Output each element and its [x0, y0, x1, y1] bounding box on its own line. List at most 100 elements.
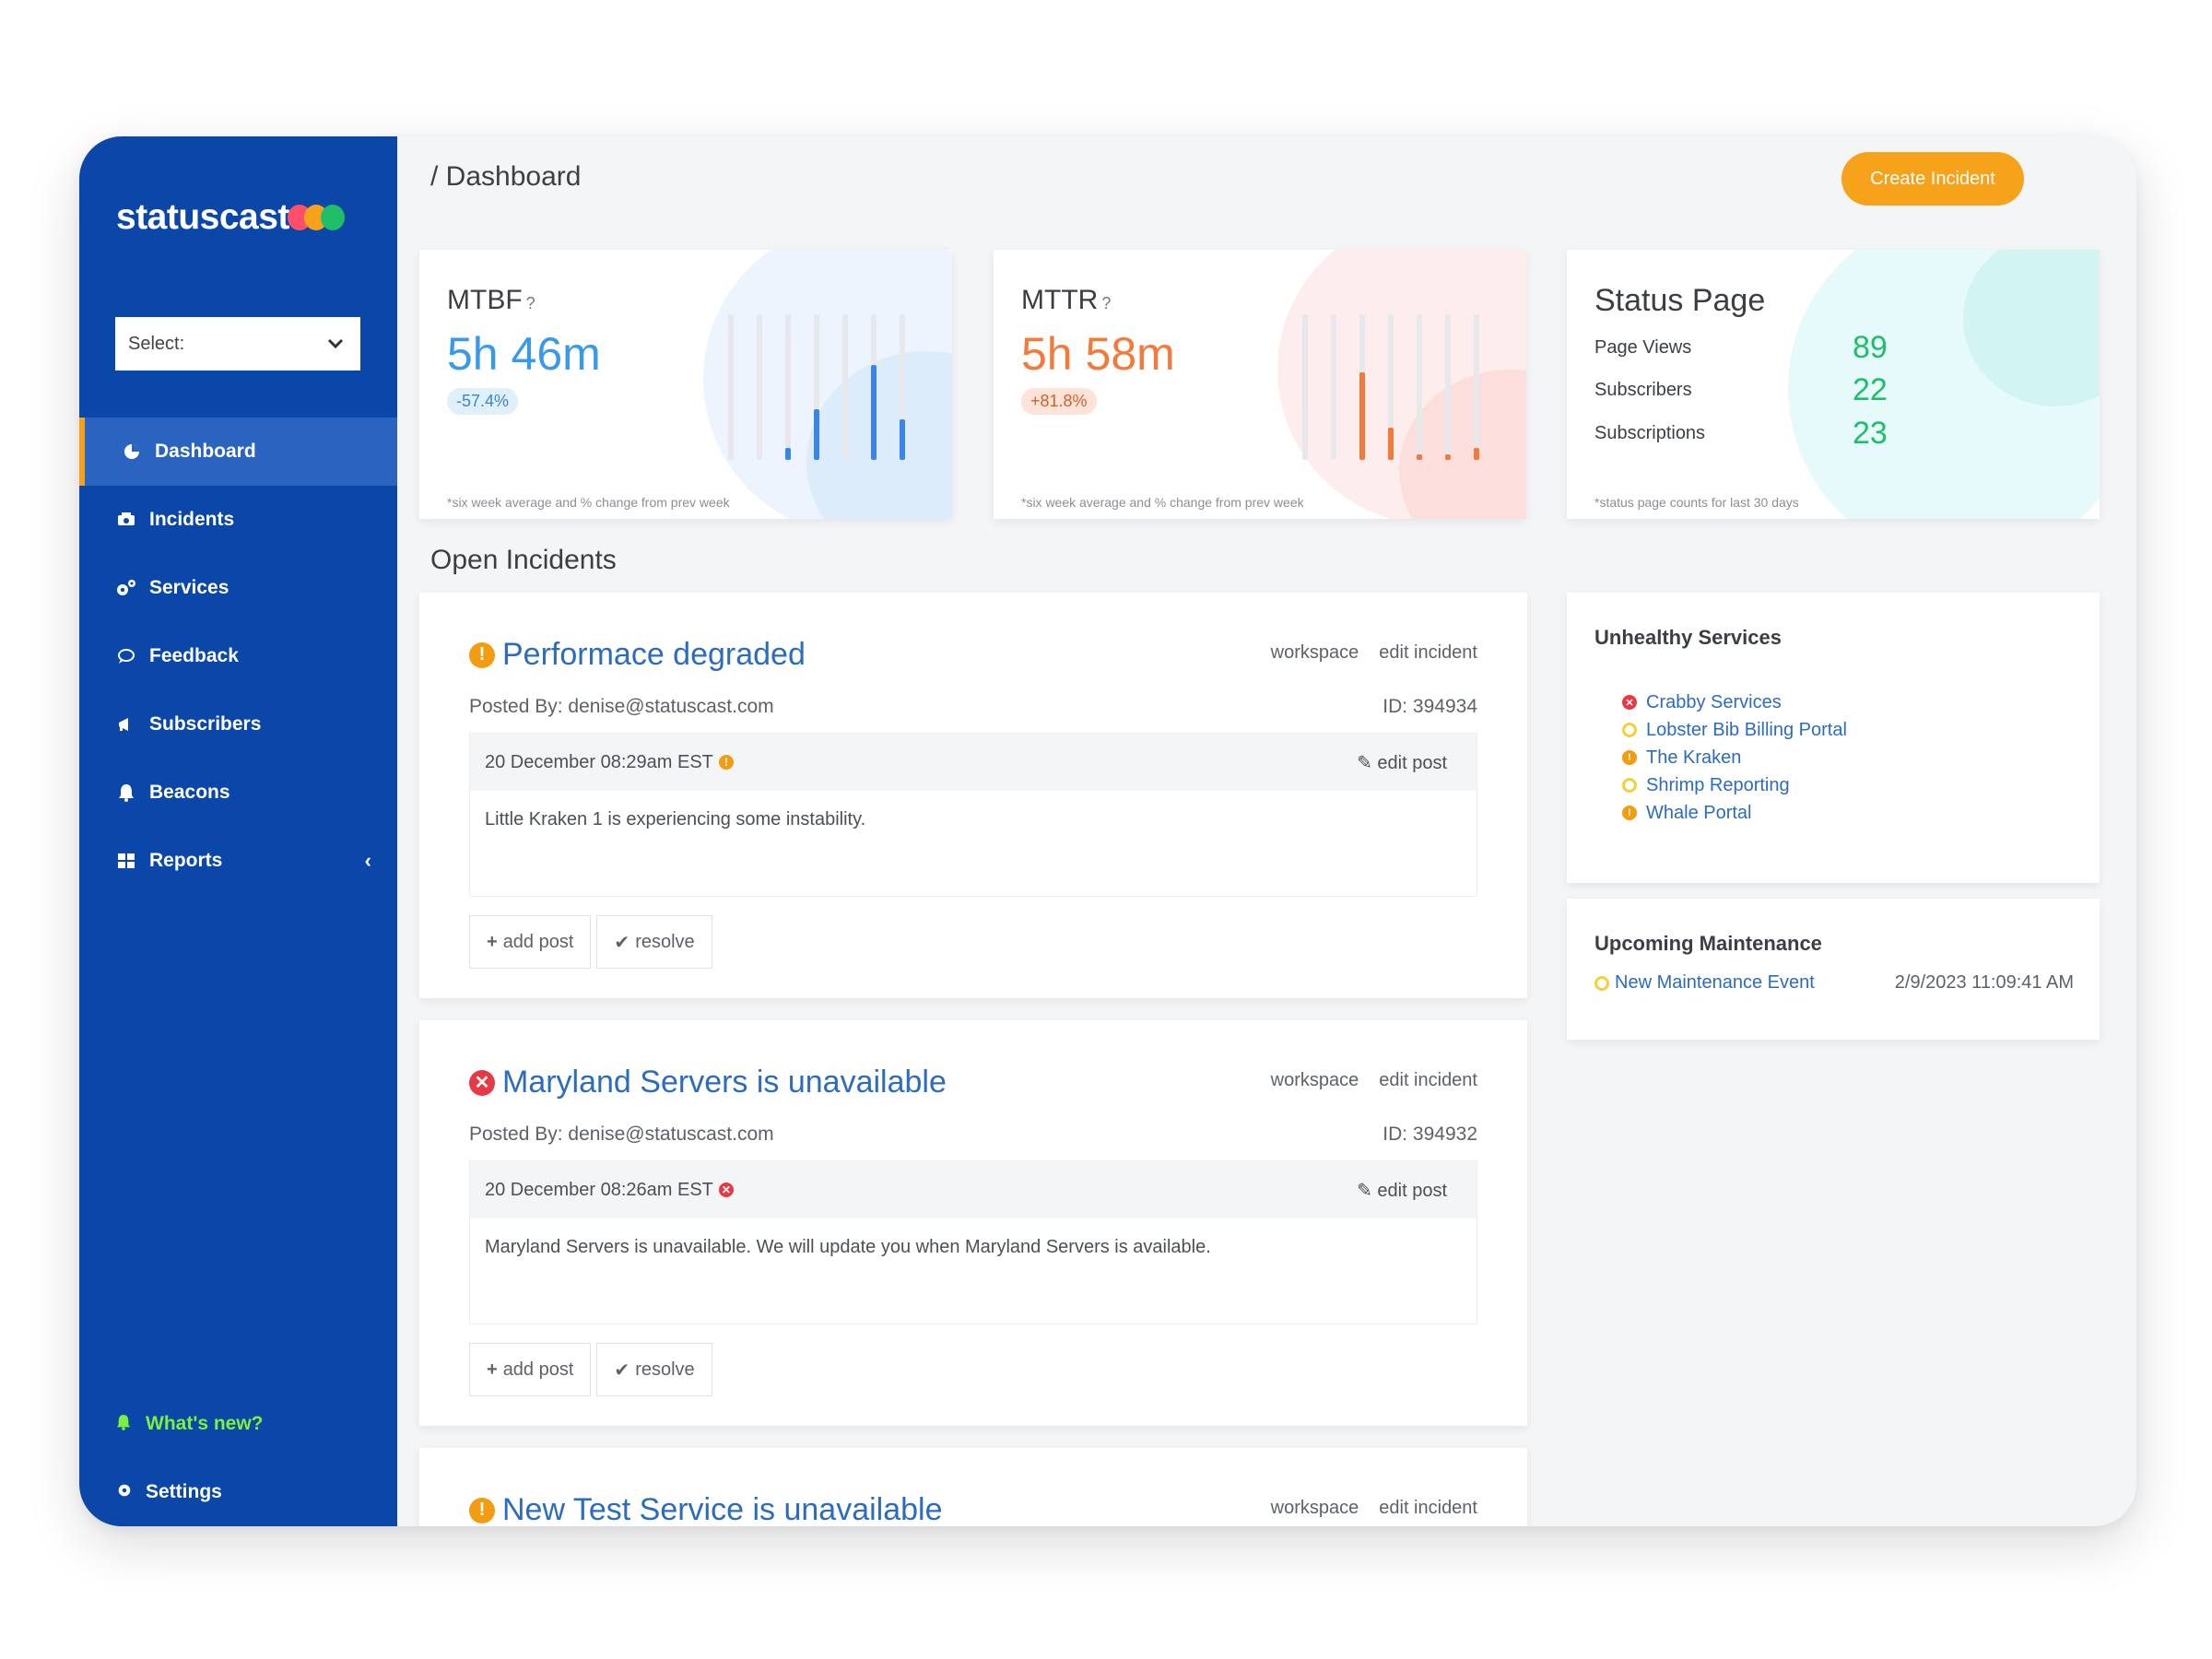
gear-icon: [116, 1482, 136, 1503]
main-content: / Dashboard Create Incident MTBF? 5h 46m…: [397, 136, 2136, 1526]
maintenance-row: New Maintenance Event 2/9/2023 11:09:41 …: [1594, 972, 2074, 994]
post-header: 20 December 08:26am EST ✕ ✎ edit post: [470, 1161, 1477, 1218]
bar-track: [757, 314, 762, 460]
resolve-button[interactable]: ✔ resolve: [596, 1343, 712, 1396]
open-incidents-title: Open Incidents: [430, 545, 617, 575]
page-views-value: 89: [1853, 330, 1888, 365]
bar: [814, 409, 819, 460]
sidebar-item-incidents[interactable]: Incidents: [79, 486, 397, 554]
post-timestamp: 20 December 08:29am EST!: [485, 752, 734, 773]
error-x-icon: ✕: [718, 1182, 734, 1198]
grid-icon: [116, 851, 136, 871]
sidebar-bottom: What's new? Settings: [79, 1390, 397, 1526]
bell-icon: [116, 782, 136, 803]
whats-new-link[interactable]: What's new?: [79, 1390, 397, 1458]
edit-incident-link[interactable]: edit incident: [1379, 642, 1477, 663]
edit-incident-link[interactable]: edit incident: [1379, 1070, 1477, 1090]
sidebar-item-feedback[interactable]: Feedback: [79, 622, 397, 690]
edit-post-link[interactable]: ✎ edit post: [1357, 752, 1447, 773]
maintenance-time: 2/9/2023 11:09:41 AM: [1894, 972, 2074, 993]
status-page-footnote: *status page counts for last 30 days: [1594, 495, 1799, 510]
subscribers-label: Subscribers: [1594, 380, 1692, 400]
sidebar-item-reports[interactable]: Reports ‹: [79, 827, 397, 895]
sidebar-item-label: Reports: [149, 850, 223, 871]
bar-track: [1417, 314, 1422, 460]
logo-dots-icon: [287, 205, 345, 230]
logo-text: statuscast: [116, 197, 289, 237]
workspace-link[interactable]: workspace: [1270, 1070, 1359, 1090]
workspace-link[interactable]: workspace: [1270, 1498, 1359, 1518]
statuscast-logo[interactable]: statuscast: [116, 197, 345, 238]
bar: [1359, 372, 1365, 460]
breadcrumb: / Dashboard: [430, 161, 582, 192]
workspace-link[interactable]: workspace: [1270, 642, 1359, 663]
incident-post: 20 December 08:29am EST! ✎ edit post Lit…: [469, 733, 1477, 897]
add-post-button[interactable]: + add post: [469, 915, 592, 969]
service-item[interactable]: Shrimp Reporting: [1622, 771, 1847, 799]
posted-by: Posted By: denise@statuscast.com: [469, 696, 774, 717]
whats-new-label: What's new?: [146, 1413, 264, 1434]
page-views-label: Page Views: [1594, 337, 1692, 358]
edit-incident-link[interactable]: edit incident: [1379, 1498, 1477, 1518]
sidebar-item-label: Subscribers: [149, 713, 262, 735]
create-incident-button[interactable]: Create Incident: [1841, 152, 2024, 206]
megaphone-icon: [116, 714, 136, 735]
gears-icon: [116, 578, 136, 598]
pie-chart-icon: [122, 441, 142, 462]
subscribers-row: Subscribers 22: [1594, 372, 1899, 407]
warning-icon: !: [1622, 806, 1637, 820]
post-timestamp: 20 December 08:26am EST ✕: [485, 1180, 734, 1201]
error-x-icon: ✕: [469, 1069, 495, 1096]
incident-title[interactable]: ! Performace degraded: [469, 637, 806, 673]
mttr-card: MTTR? 5h 58m +81.8% *six week average an…: [994, 250, 1526, 519]
warning-icon: !: [469, 1497, 495, 1524]
help-icon[interactable]: ?: [1101, 294, 1112, 312]
check-icon: ✔: [614, 1359, 630, 1381]
settings-link[interactable]: Settings: [79, 1458, 397, 1526]
service-item[interactable]: ! The Kraken: [1622, 744, 1847, 771]
add-post-button[interactable]: + add post: [469, 1343, 592, 1396]
bar: [1388, 428, 1394, 460]
bar: [785, 448, 791, 460]
sidebar-item-dashboard[interactable]: Dashboard: [79, 418, 397, 486]
unhealthy-services-title: Unhealthy Services: [1594, 626, 1782, 649]
warning-icon: !: [718, 755, 734, 771]
mtbf-value: 5h 46m: [447, 328, 601, 380]
incident-title[interactable]: ! New Test Service is unavailable: [469, 1492, 943, 1526]
incident-links: workspace edit incident: [1271, 1070, 1477, 1091]
incident-title[interactable]: ✕ Maryland Servers is unavailable: [469, 1065, 947, 1100]
maintenance-event-link[interactable]: New Maintenance Event: [1594, 972, 1815, 994]
incidents-icon: [116, 510, 136, 530]
incident-links: workspace edit incident: [1271, 1498, 1477, 1519]
service-item[interactable]: ✕ Crabby Services: [1622, 688, 1847, 716]
bar-track: [1331, 314, 1336, 460]
sidebar-item-services[interactable]: Services: [79, 554, 397, 622]
subscriptions-value: 23: [1853, 416, 1888, 451]
sidebar-item-beacons[interactable]: Beacons: [79, 759, 397, 827]
incident-actions: + add post ✔ resolve: [469, 915, 712, 969]
sidebar-item-label: Beacons: [149, 782, 230, 803]
check-icon: ✔: [614, 932, 630, 953]
status-page-card: Status Page Page Views 89 Subscribers 22…: [1567, 250, 2100, 519]
workspace-select[interactable]: Select:: [115, 317, 360, 371]
sidebar-nav: Dashboard Incidents Services Feedback: [79, 418, 397, 895]
bar-track: [728, 314, 734, 460]
sidebar-item-subscribers[interactable]: Subscribers: [79, 690, 397, 759]
service-item[interactable]: Lobster Bib Billing Portal: [1622, 716, 1847, 744]
bar-track: [1388, 314, 1394, 460]
subscriptions-row: Subscriptions 23: [1594, 416, 1899, 451]
sidebar: statuscast Select: Dashboard: [79, 136, 397, 1526]
help-icon[interactable]: ?: [525, 294, 535, 312]
mtbf-change-badge: -57.4%: [447, 388, 519, 415]
chevron-down-icon: [327, 338, 344, 349]
incident-card: ! Performace degraded workspace edit inc…: [419, 593, 1527, 998]
sidebar-item-label: Feedback: [149, 645, 239, 666]
edit-post-link[interactable]: ✎ edit post: [1357, 1180, 1447, 1201]
chevron-left-icon[interactable]: ‹: [364, 849, 371, 872]
bar-track: [1302, 314, 1308, 460]
post-header: 20 December 08:29am EST! ✎ edit post: [470, 734, 1477, 791]
mttr-value: 5h 58m: [1021, 328, 1175, 380]
subscribers-value: 22: [1853, 372, 1888, 407]
service-item[interactable]: ! Whale Portal: [1622, 799, 1847, 827]
resolve-button[interactable]: ✔ resolve: [596, 915, 712, 969]
